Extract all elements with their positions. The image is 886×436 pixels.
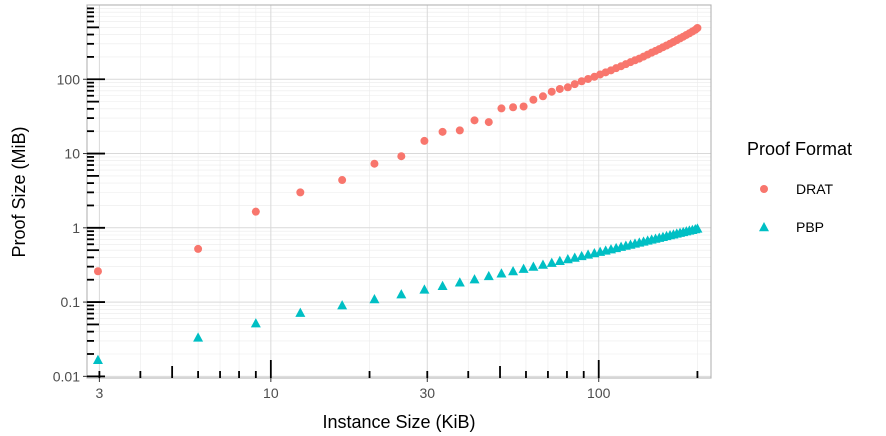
pbp-point	[518, 263, 529, 273]
pbp-point	[496, 268, 507, 278]
y-tick-label: 10	[64, 146, 80, 162]
rug-ticks	[87, 7, 699, 378]
y-tick-label: 100	[57, 71, 81, 87]
pbp-point	[369, 294, 380, 304]
y-tick-label: 0.01	[53, 368, 80, 384]
y-axis: 0.01 0.1 1 10 100	[53, 71, 87, 384]
drat-point	[296, 188, 305, 197]
drat-point	[370, 159, 379, 168]
drat-point	[538, 92, 547, 101]
grid	[87, 5, 711, 378]
legend-label-pbp: PBP	[796, 219, 824, 235]
pbp-point	[508, 266, 519, 276]
drat-point	[397, 152, 406, 161]
y-tick-label: 0.1	[61, 294, 81, 310]
pbp-point	[554, 255, 565, 266]
pbp-point	[92, 354, 103, 365]
pbp-point	[483, 270, 494, 281]
pbp-point	[193, 332, 204, 342]
drat-point	[693, 24, 702, 33]
x-tick-label: 30	[419, 385, 435, 401]
pbp-point	[469, 274, 480, 284]
pbp-point	[454, 277, 465, 287]
drat-point	[484, 118, 493, 127]
drat-point	[338, 176, 347, 185]
x-axis-title: Instance Size (KiB)	[322, 412, 475, 432]
x-axis: 3 10 30 100	[95, 378, 611, 401]
drat-point	[570, 80, 579, 89]
drat-point	[251, 207, 260, 216]
drat-point	[577, 77, 586, 86]
drat-point	[519, 102, 528, 111]
y-tick-label: 1	[72, 220, 80, 236]
legend-title: Proof Format	[747, 139, 852, 159]
pbp-point	[396, 289, 407, 299]
pbp-point	[537, 259, 548, 269]
drat-point	[93, 267, 102, 276]
x-tick-label: 100	[587, 385, 611, 401]
legend-entries: DRAT PBP	[759, 181, 834, 235]
x-tick-label: 10	[263, 385, 279, 401]
pbp-point	[419, 284, 430, 294]
legend: Proof Format DRAT PBP	[747, 139, 852, 235]
pbp-point	[528, 261, 539, 271]
data-points	[92, 24, 703, 365]
drat-point	[438, 127, 447, 136]
drat-point	[497, 104, 506, 113]
drat-point	[547, 87, 556, 96]
pbp-point	[337, 300, 348, 310]
pbp-point	[692, 223, 703, 233]
drat-point	[555, 84, 564, 93]
drat-point	[455, 126, 464, 135]
legend-key-pbp	[759, 222, 769, 232]
legend-label-drat: DRAT	[796, 181, 834, 197]
drat-point	[509, 103, 518, 112]
y-axis-title: Proof Size (MiB)	[9, 126, 29, 257]
x-tick-label: 3	[95, 385, 103, 401]
pbp-point	[437, 280, 448, 290]
legend-key-drat	[760, 185, 768, 193]
drat-point	[194, 244, 203, 253]
drat-point	[529, 95, 538, 104]
pbp-point	[546, 257, 557, 267]
drat-point	[420, 136, 429, 145]
drat-point	[563, 83, 572, 92]
pbp-point	[250, 318, 261, 328]
drat-point	[470, 116, 479, 125]
pbp-point	[295, 307, 306, 317]
drat-point	[584, 74, 593, 83]
